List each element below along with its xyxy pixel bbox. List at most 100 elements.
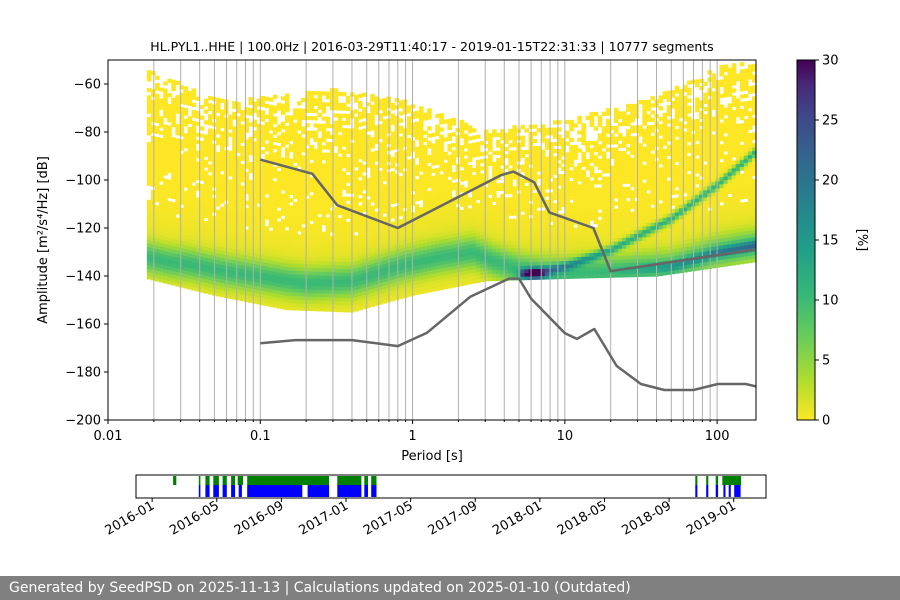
density-cell <box>447 158 453 163</box>
density-cell <box>256 141 262 147</box>
density-cell <box>325 296 331 301</box>
density-cell <box>325 267 331 273</box>
density-cell <box>479 259 485 265</box>
density-cell <box>337 225 343 230</box>
density-cell <box>325 278 331 283</box>
density-cell <box>353 274 359 280</box>
density-cell <box>439 206 444 211</box>
density-cell <box>305 166 310 171</box>
density-cell <box>467 154 473 159</box>
density-cell <box>268 223 274 228</box>
density-cell <box>544 185 550 190</box>
density-cell <box>309 170 314 175</box>
density-cell <box>228 219 233 224</box>
density-cell <box>268 158 274 163</box>
density-cell <box>240 171 245 176</box>
density-cell <box>463 122 469 127</box>
density-cell <box>155 212 160 217</box>
density-cell <box>301 195 306 200</box>
density-cell <box>439 192 444 197</box>
density-cell <box>309 180 314 186</box>
density-cell <box>500 129 505 134</box>
density-cell <box>467 262 473 267</box>
density-cell <box>163 88 168 93</box>
density-cell <box>171 151 176 156</box>
density-cell <box>374 290 379 296</box>
density-cell <box>289 280 294 286</box>
density-cell <box>159 231 164 236</box>
density-cell <box>264 125 270 130</box>
density-cell <box>329 95 335 100</box>
density-cell <box>512 135 518 141</box>
density-cell <box>297 256 302 261</box>
density-cell <box>179 240 185 245</box>
density-cell <box>423 209 428 215</box>
density-cell <box>402 106 408 111</box>
density-cell <box>561 231 566 236</box>
density-cell <box>475 149 481 154</box>
density-cell <box>459 119 465 125</box>
density-cell <box>179 117 185 122</box>
density-cell <box>406 209 412 215</box>
density-cell <box>305 198 310 203</box>
density-cell <box>317 264 323 269</box>
density-cell <box>475 145 481 150</box>
density-cell <box>175 264 180 269</box>
density-cell <box>467 222 473 227</box>
density-cell <box>309 166 314 171</box>
density-cell <box>244 222 249 227</box>
density-cell <box>532 160 538 165</box>
density-cell <box>191 264 197 270</box>
density-cell <box>244 161 249 166</box>
density-cell <box>402 264 408 270</box>
density-cell <box>459 224 465 229</box>
density-cell <box>524 157 530 162</box>
density-cell <box>272 213 278 218</box>
density-cell <box>557 256 562 262</box>
density-cell <box>398 129 404 134</box>
density-cell <box>280 139 286 144</box>
density-cell <box>536 210 542 215</box>
density-cell <box>179 200 185 205</box>
density-cell <box>240 264 245 269</box>
density-cell <box>487 147 493 152</box>
density-cell <box>163 156 168 162</box>
density-cell <box>341 207 347 212</box>
density-cell <box>317 177 323 182</box>
density-cell <box>244 143 249 148</box>
density-cell <box>487 262 493 267</box>
density-cell <box>199 205 205 210</box>
density-cell <box>228 247 233 253</box>
density-cell <box>337 257 343 262</box>
density-cell <box>309 231 314 236</box>
density-cell <box>374 197 379 202</box>
density-cell <box>374 226 379 231</box>
density-cell <box>155 144 160 149</box>
density-cell <box>504 226 509 231</box>
density-cell <box>455 199 461 205</box>
density-cell <box>272 184 278 189</box>
density-cell <box>244 215 249 220</box>
density-cell <box>366 246 371 251</box>
density-cell <box>390 275 396 280</box>
density-cell <box>402 275 408 280</box>
density-cell <box>561 235 566 240</box>
density-cell <box>487 183 493 188</box>
density-cell <box>557 152 562 157</box>
density-cell <box>362 157 367 162</box>
density-cell <box>378 192 383 197</box>
density-cell <box>581 241 587 247</box>
density-cell <box>163 250 168 255</box>
density-cell <box>569 119 574 125</box>
density-cell <box>524 178 530 183</box>
density-cell <box>362 240 367 245</box>
density-cell <box>573 184 578 189</box>
density-cell <box>370 263 375 268</box>
density-cell <box>569 148 574 153</box>
density-cell <box>520 214 526 220</box>
density-cell <box>427 277 432 282</box>
density-cell <box>496 233 501 238</box>
density-cell <box>378 102 383 107</box>
density-cell <box>155 158 160 163</box>
density-cell <box>370 93 375 99</box>
